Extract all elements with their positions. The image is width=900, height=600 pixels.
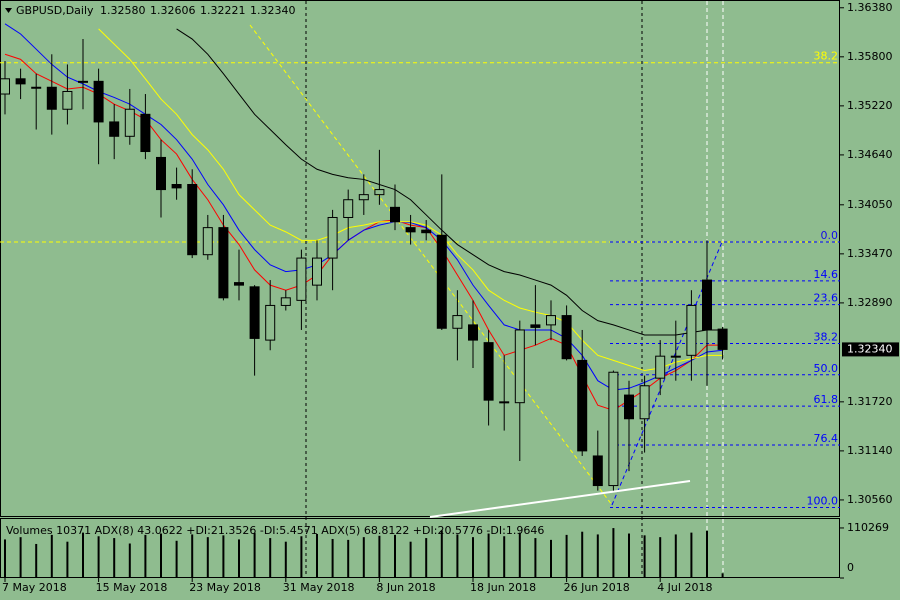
candle-body [280, 297, 291, 306]
candle-body [156, 156, 166, 191]
candle-body [452, 315, 463, 329]
candle-body [296, 257, 307, 301]
x-tick-label: 4 Jul 2018 [657, 581, 712, 594]
last-price-box [842, 342, 899, 357]
candle-body [31, 86, 42, 89]
trend-line [611, 241, 723, 506]
y-tick-label: 1.31140 [847, 444, 893, 457]
candle-body [374, 189, 385, 196]
candle-body [109, 121, 120, 137]
candle-body [234, 282, 244, 286]
candle-body [499, 401, 510, 404]
fib-label: 38.2 [814, 330, 839, 343]
candle-body [327, 216, 338, 259]
candle-body [483, 342, 494, 401]
candle-body [608, 371, 619, 487]
fib-label: 23.6 [814, 292, 839, 305]
candle-body [405, 227, 416, 233]
candle-body [358, 194, 369, 201]
y2-tick-label: 0 [847, 561, 854, 574]
header-open: 1.32580 [100, 4, 146, 17]
candle-body [187, 184, 198, 256]
trend-line [429, 480, 691, 518]
candle-body [639, 385, 650, 420]
fib-label: 76.4 [814, 432, 839, 445]
candle-body [202, 227, 213, 256]
y-tick-label: 1.33470 [847, 247, 893, 260]
x-tick-label: 31 May 2018 [283, 581, 355, 594]
candle-body [421, 229, 432, 234]
candle-body [577, 359, 588, 452]
candle-body [655, 355, 666, 379]
y-tick-label: 1.35220 [847, 99, 893, 112]
x-tick-label: 15 May 2018 [96, 581, 168, 594]
y-tick-label: 1.31720 [847, 395, 893, 408]
y-tick-label: 1.32890 [847, 296, 893, 309]
candle-body [670, 355, 681, 358]
candle-body [124, 108, 135, 137]
volume-panel [4, 528, 724, 578]
candle-body [561, 315, 572, 360]
volume-header: Volumes 10371 ADX(8) 43.0622 +DI:21.3526… [6, 524, 544, 537]
y-tick-label: 1.34050 [847, 198, 893, 211]
candle-body [249, 286, 260, 339]
candle-body [546, 315, 556, 326]
x-tick-label: 18 Jun 2018 [470, 581, 536, 594]
candle-body [265, 304, 276, 341]
y-tick-label: 1.36380 [847, 1, 893, 14]
candle-body [140, 113, 151, 153]
x-tick-label: 7 May 2018 [2, 581, 67, 594]
y-tick-label: 1.34640 [847, 148, 893, 161]
candle-body [218, 227, 229, 299]
candle-body [514, 329, 525, 404]
fib-label: 14.6 [814, 268, 839, 281]
volume-frame [0, 518, 840, 578]
fib-label: 50.0 [814, 362, 839, 375]
fib-label: 61.8 [814, 393, 839, 406]
candle-body [78, 80, 88, 83]
candle-body [592, 455, 603, 487]
fib-label: 0.0 [821, 229, 839, 242]
candle-body [46, 86, 57, 110]
fib-label: 0.0 [821, 229, 839, 242]
y-tick-label: 1.30560 [847, 493, 893, 506]
candle-body [0, 78, 10, 95]
indicator-line [4, 23, 723, 391]
header-arrow [5, 8, 12, 13]
last-price-label: 1.32340 [847, 342, 893, 355]
candle-body [62, 90, 73, 110]
x-tick-label: 8 Jun 2018 [376, 581, 435, 594]
fib-label: 100.0 [807, 495, 839, 508]
candle-body [343, 199, 354, 218]
candle-body [624, 394, 634, 420]
candle-body [436, 234, 447, 329]
candle-body [530, 324, 541, 328]
candle-body [717, 328, 728, 350]
main-frame [0, 0, 840, 517]
y-tick-label: 1.35800 [847, 50, 893, 63]
candle-body [15, 78, 26, 85]
x-tick-label: 26 Jun 2018 [564, 581, 630, 594]
candle-body [468, 324, 478, 341]
indicator-line [176, 28, 723, 336]
candle-body [171, 184, 182, 189]
candle-body [312, 257, 322, 286]
header-symbol: GBPUSD,Daily [16, 4, 94, 17]
header-close: 1.32340 [250, 4, 296, 17]
candle-body [686, 304, 697, 356]
trend-line [249, 24, 613, 506]
x-tick-label: 23 May 2018 [189, 581, 261, 594]
fib-label: 38.2 [814, 50, 839, 63]
y2-tick-label: 110269 [847, 521, 889, 534]
header-low: 1.32221 [200, 4, 246, 17]
header-high: 1.32606 [150, 4, 196, 17]
candle-body [93, 80, 104, 123]
candle-body [702, 279, 712, 331]
candle-body [390, 206, 400, 223]
